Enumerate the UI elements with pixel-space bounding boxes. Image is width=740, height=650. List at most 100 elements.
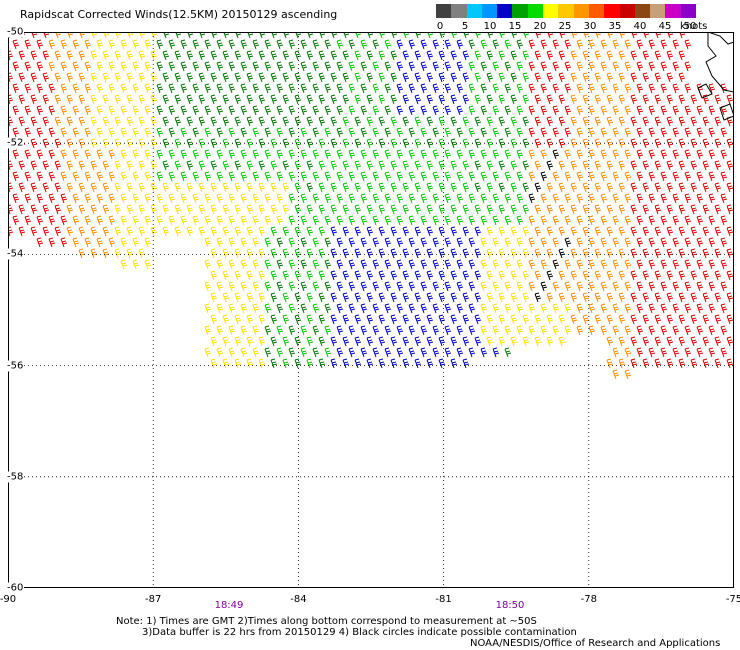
wind-barb (660, 83, 668, 94)
wind-barb (672, 171, 680, 182)
wind-barb (211, 32, 218, 39)
wind-barb (654, 116, 662, 127)
wind-barb (684, 237, 692, 248)
wind-barb (360, 61, 368, 72)
wind-barb (48, 39, 56, 50)
wind-barb (264, 303, 272, 314)
wind-barb (300, 237, 308, 248)
wind-barb (204, 237, 212, 248)
wind-barb (462, 116, 470, 127)
wind-barb (270, 182, 278, 193)
wind-barb (216, 281, 224, 292)
wind-barb (462, 292, 470, 303)
wind-barb (606, 138, 614, 149)
wind-barb (96, 193, 104, 204)
wind-barb (492, 39, 500, 50)
wind-barb (246, 116, 254, 127)
wind-barb (552, 83, 560, 94)
wind-barb (618, 72, 626, 83)
wind-barb (366, 204, 374, 215)
wind-barb (360, 281, 368, 292)
wind-barb (606, 204, 614, 215)
wind-barb (180, 105, 188, 116)
wind-barb (606, 336, 614, 347)
wind-barb (396, 61, 404, 72)
wind-barb (324, 281, 332, 292)
wind-barb (330, 248, 338, 259)
wind-barb (678, 358, 686, 369)
wind-barb (426, 160, 434, 171)
colorbar-segment (650, 4, 666, 18)
wind-barb (438, 314, 446, 325)
wind-barb (252, 83, 260, 94)
wind-barb (636, 303, 644, 314)
wind-barb (684, 61, 692, 72)
wind-barb (234, 292, 242, 303)
wind-barb (450, 72, 458, 83)
wind-barb (486, 160, 494, 171)
wind-barb (288, 237, 296, 248)
wind-barb (642, 72, 650, 83)
wind-barb (684, 171, 692, 182)
wind-barb (318, 182, 326, 193)
wind-barb (672, 281, 680, 292)
wind-barb (708, 215, 716, 226)
wind-barb (624, 149, 632, 160)
wind-barb (618, 248, 626, 259)
wind-barb (720, 237, 728, 248)
map-frame (8, 32, 734, 588)
wind-barb (55, 32, 62, 39)
island-shape (719, 103, 734, 121)
wind-barb (378, 292, 386, 303)
wind-barb (240, 215, 248, 226)
wind-barb (486, 182, 494, 193)
wind-barb (103, 32, 110, 39)
wind-barb (372, 237, 380, 248)
wind-barb (540, 83, 548, 94)
wind-barb (559, 32, 566, 39)
wind-barb (186, 116, 194, 127)
wind-barb (174, 204, 182, 215)
wind-barb (288, 61, 296, 72)
wind-barb (216, 83, 224, 94)
wind-barb (522, 248, 530, 259)
wind-barb (54, 94, 62, 105)
wind-barb (72, 39, 80, 50)
wind-barb (36, 39, 44, 50)
wind-barb (420, 171, 428, 182)
wind-barb (144, 171, 152, 182)
wind-barb (624, 259, 632, 270)
wind-barb (510, 270, 518, 281)
wind-barb (270, 72, 278, 83)
wind-barb (672, 259, 680, 270)
wind-barb (252, 259, 260, 270)
wind-barb (402, 292, 410, 303)
wind-barb (510, 116, 518, 127)
wind-barb (450, 182, 458, 193)
wind-barb (552, 171, 560, 182)
wind-barb (618, 292, 626, 303)
wind-barb (414, 138, 422, 149)
wind-barb (426, 204, 434, 215)
wind-barb (294, 292, 302, 303)
colorbar-tick-label: 30 (583, 21, 597, 32)
wind-barb (594, 182, 602, 193)
wind-barb (540, 281, 548, 292)
wind-barb (204, 347, 212, 358)
wind-barb (660, 237, 668, 248)
wind-barb (516, 259, 524, 270)
wind-barb (396, 39, 404, 50)
wind-barb (396, 83, 404, 94)
wind-barb (330, 204, 338, 215)
wind-barb (127, 32, 134, 39)
wind-barb (648, 237, 656, 248)
wind-barb (702, 160, 710, 171)
wind-barb (108, 39, 116, 50)
wind-barb (271, 32, 278, 39)
wind-barb (720, 149, 728, 160)
wind-barb (522, 292, 530, 303)
wind-barb (390, 94, 398, 105)
wind-barb (408, 237, 416, 248)
wind-barb (486, 292, 494, 303)
wind-barb (708, 193, 716, 204)
